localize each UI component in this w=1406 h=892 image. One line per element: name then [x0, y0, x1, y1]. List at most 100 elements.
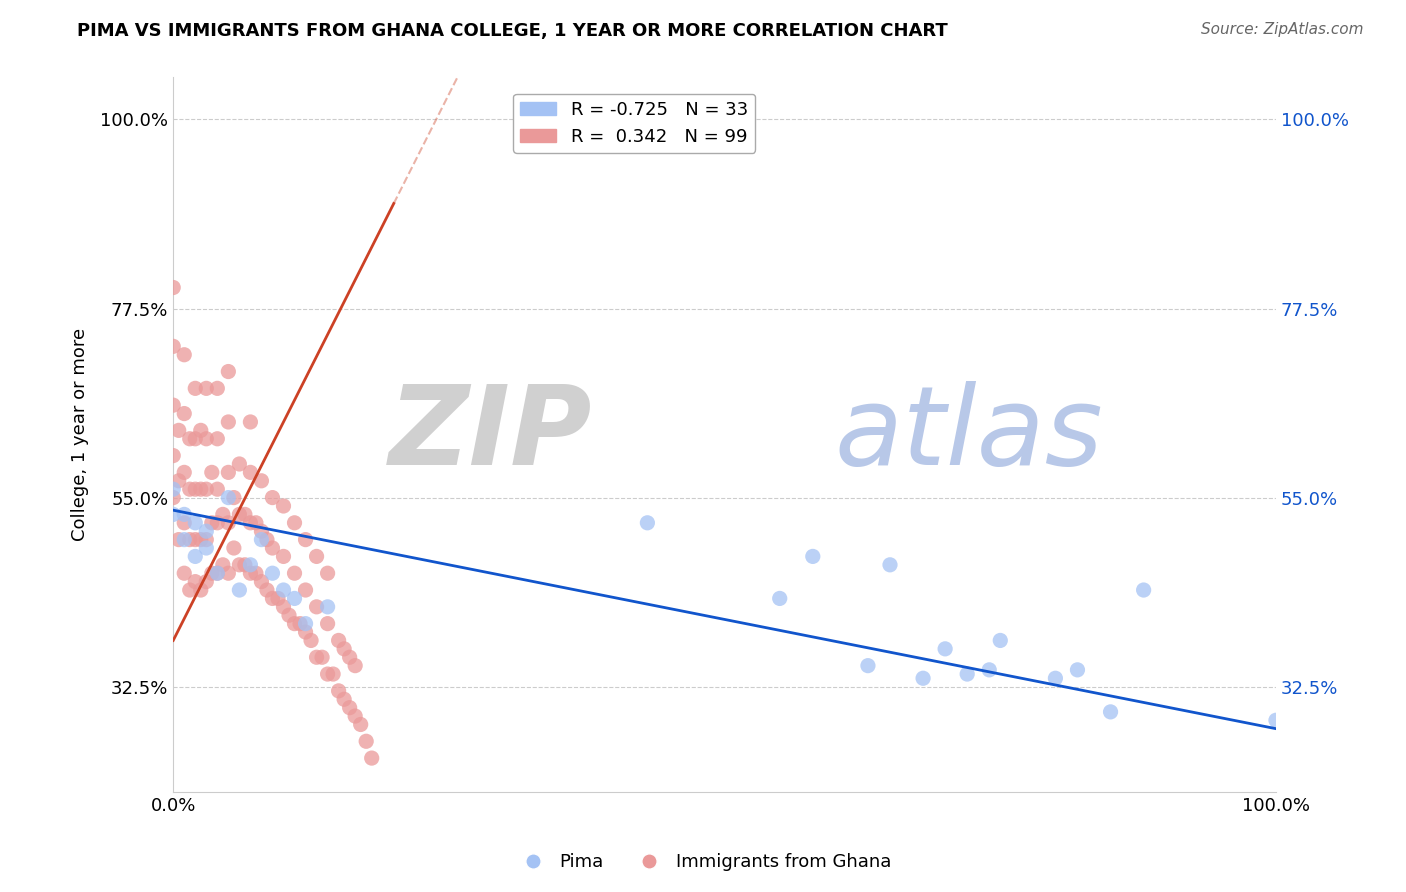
Point [184, 533, 207, 547]
Point [1045, 671, 1067, 685]
Text: atlas: atlas [835, 381, 1104, 488]
Point [801, 549, 824, 564]
Point [273, 549, 295, 564]
Point [328, 684, 350, 698]
Point [207, 381, 229, 395]
Point [222, 491, 245, 505]
Point [179, 533, 201, 547]
Point [228, 508, 250, 522]
Point [636, 516, 658, 530]
Point [956, 667, 979, 681]
Point [316, 667, 339, 681]
Point [316, 599, 339, 614]
Point [179, 432, 201, 446]
Point [195, 524, 218, 539]
Point [912, 671, 935, 685]
Point [283, 566, 305, 581]
Point [934, 641, 956, 656]
Point [239, 558, 262, 572]
Point [173, 508, 195, 522]
Point [211, 558, 233, 572]
Point [195, 533, 218, 547]
Text: ZIP: ZIP [388, 381, 592, 488]
Point [856, 658, 879, 673]
Point [262, 491, 284, 505]
Point [322, 667, 344, 681]
Point [162, 280, 184, 294]
Point [217, 415, 239, 429]
Point [207, 516, 229, 530]
Point [344, 709, 367, 723]
Point [333, 692, 356, 706]
Point [217, 516, 239, 530]
Point [299, 633, 322, 648]
Point [217, 365, 239, 379]
Point [273, 599, 295, 614]
Point [190, 582, 212, 597]
Point [228, 457, 250, 471]
Point [239, 466, 262, 480]
Point [305, 650, 328, 665]
Point [344, 658, 367, 673]
Point [162, 482, 184, 496]
Point [339, 700, 361, 714]
Legend: Pima, Immigrants from Ghana: Pima, Immigrants from Ghana [508, 847, 898, 879]
Point [283, 516, 305, 530]
Point [201, 566, 224, 581]
Point [184, 549, 207, 564]
Point [328, 633, 350, 648]
Point [350, 717, 373, 731]
Point [201, 516, 224, 530]
Point [233, 558, 256, 572]
Point [217, 466, 239, 480]
Point [228, 582, 250, 597]
Point [162, 449, 184, 463]
Text: PIMA VS IMMIGRANTS FROM GHANA COLLEGE, 1 YEAR OR MORE CORRELATION CHART: PIMA VS IMMIGRANTS FROM GHANA COLLEGE, 1… [77, 22, 948, 40]
Point [262, 541, 284, 555]
Point [195, 381, 218, 395]
Point [173, 516, 195, 530]
Point [1132, 582, 1154, 597]
Point [190, 423, 212, 437]
Point [239, 516, 262, 530]
Point [184, 516, 207, 530]
Point [316, 616, 339, 631]
Point [162, 491, 184, 505]
Point [288, 616, 311, 631]
Point [173, 533, 195, 547]
Point [173, 566, 195, 581]
Point [273, 499, 295, 513]
Point [184, 381, 207, 395]
Point [250, 474, 273, 488]
Point [305, 599, 328, 614]
Point [769, 591, 792, 606]
Point [179, 482, 201, 496]
Y-axis label: College, 1 year or more: College, 1 year or more [72, 328, 89, 541]
Point [294, 616, 316, 631]
Point [294, 625, 316, 640]
Point [354, 734, 377, 748]
Point [167, 423, 190, 437]
Point [988, 633, 1011, 648]
Point [267, 591, 290, 606]
Point [879, 558, 901, 572]
Point [167, 533, 190, 547]
Point [239, 566, 262, 581]
Point [228, 558, 250, 572]
Point [173, 466, 195, 480]
Point [294, 533, 316, 547]
Point [173, 348, 195, 362]
Point [207, 566, 229, 581]
Point [162, 398, 184, 412]
Point [294, 582, 316, 597]
Point [256, 533, 278, 547]
Point [162, 508, 184, 522]
Point [283, 591, 305, 606]
Point [217, 491, 239, 505]
Point [1099, 705, 1122, 719]
Point [311, 650, 333, 665]
Point [239, 415, 262, 429]
Point [250, 524, 273, 539]
Point [305, 549, 328, 564]
Point [233, 508, 256, 522]
